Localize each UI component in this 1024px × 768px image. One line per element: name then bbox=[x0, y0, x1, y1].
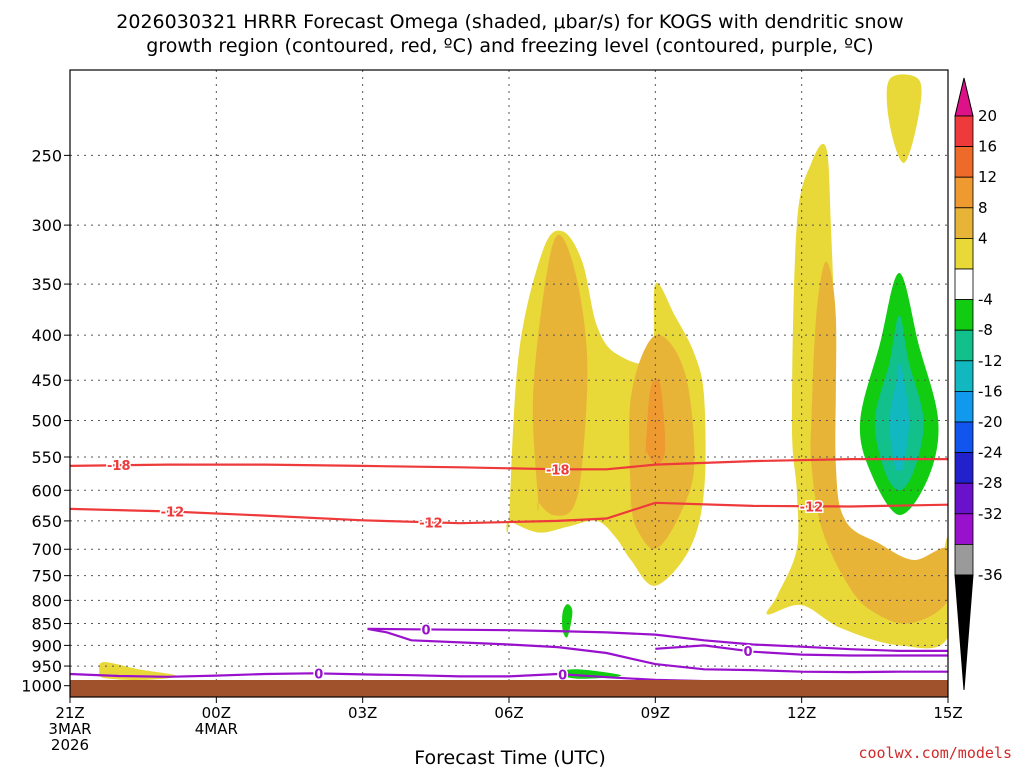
colorbar-tick-label: -12 bbox=[978, 352, 1003, 370]
colorbar-box bbox=[954, 482, 974, 515]
colorbar-tick-label: 8 bbox=[978, 199, 988, 217]
colorbar-box bbox=[954, 329, 974, 362]
x-tick-label: 3MAR bbox=[48, 720, 91, 738]
colorbar-tick-label: -32 bbox=[978, 505, 1003, 523]
y-tick-label: 450 bbox=[31, 371, 62, 390]
omega-region-5 bbox=[766, 143, 948, 649]
y-tick-label: 500 bbox=[31, 412, 62, 431]
y-tick-label: 700 bbox=[31, 540, 62, 559]
colorbar-box bbox=[954, 390, 974, 423]
colorbar-tick-label: 16 bbox=[978, 138, 997, 156]
colorbar-box bbox=[954, 299, 974, 331]
y-tick-label: 600 bbox=[31, 481, 62, 500]
y-tick-label: 1000 bbox=[21, 677, 62, 696]
x-tick-label: 21Z bbox=[55, 704, 84, 722]
colorbar-box bbox=[954, 544, 974, 576]
y-tick-label: 900 bbox=[31, 636, 62, 655]
colorbar-tick-label: -4 bbox=[978, 291, 993, 309]
x-tick-label: 12Z bbox=[787, 704, 816, 722]
ground-terrain bbox=[70, 680, 948, 697]
y-tick-label: 400 bbox=[31, 326, 62, 345]
dgz-contour-label: -12 bbox=[419, 516, 443, 531]
x-tick-label: 15Z bbox=[933, 704, 962, 722]
omega-shading bbox=[98, 74, 948, 680]
colorbar-box bbox=[954, 146, 974, 178]
freezing-contour-label: 0 bbox=[422, 623, 431, 638]
freezing-contour-3 bbox=[655, 644, 948, 657]
y-tick-label: 800 bbox=[31, 591, 62, 610]
colorbar-tick-label: 12 bbox=[978, 168, 997, 186]
dgz-contour-label: -18 bbox=[546, 463, 570, 478]
plot-area: -18 -18-12-12-120 000 bbox=[69, 69, 949, 698]
x-tick-label: 06Z bbox=[494, 704, 523, 722]
credit-text: coolwx.com/models bbox=[858, 744, 1012, 762]
colorbar-box bbox=[954, 452, 974, 484]
dgz-contour-label: -18 bbox=[107, 459, 131, 474]
x-tick-label: 4MAR bbox=[195, 720, 238, 738]
y-tick-label: 300 bbox=[31, 216, 62, 235]
y-tick-label: 250 bbox=[31, 146, 62, 165]
dgz-contour-label: -12 bbox=[161, 506, 185, 521]
colorbar-tick-label: -20 bbox=[978, 413, 1003, 431]
colorbar-box bbox=[954, 115, 974, 148]
colorbar: 20 16 12 8 4 -4 -8 -12 -16 -20 -24 -28 -32 -36 bbox=[954, 77, 1003, 691]
pressure-axis: 250 300 350 400 450 500 550 600 650 700 750 800 850 9… bbox=[21, 146, 70, 696]
colorbar-top-arrow bbox=[954, 77, 974, 117]
colorbar-box bbox=[954, 176, 974, 209]
y-tick-label: 750 bbox=[31, 567, 62, 586]
dgz-contour-label: -12 bbox=[800, 500, 824, 515]
freezing-contour-label: 0 bbox=[314, 667, 323, 682]
temperature-contours: -18 -18-12-12-120 000 bbox=[70, 458, 948, 685]
dgz-contour-0 bbox=[70, 458, 948, 471]
colorbar-box bbox=[954, 513, 974, 545]
x-tick-label: 2026 bbox=[51, 736, 89, 754]
colorbar-bottom-arrow bbox=[954, 574, 974, 691]
colorbar-tick-label: -16 bbox=[978, 382, 1003, 400]
omega-region-2 bbox=[532, 234, 588, 516]
y-tick-label: 550 bbox=[31, 448, 62, 467]
omega-region-11 bbox=[562, 604, 573, 638]
freezing-contour-0 bbox=[70, 672, 705, 683]
colorbar-box bbox=[954, 237, 974, 270]
freezing-contour-1 bbox=[367, 627, 948, 652]
y-tick-label: 350 bbox=[31, 275, 62, 294]
dgz-contour-1 bbox=[70, 501, 948, 525]
omega-region-6 bbox=[810, 261, 948, 624]
colorbar-box bbox=[954, 360, 974, 392]
chart-title-line-1: 2026030321 HRRR Forecast Omega (shaded, … bbox=[116, 11, 903, 33]
x-axis-label: Forecast Time (UTC) bbox=[414, 747, 605, 768]
colorbar-tick-label: -24 bbox=[978, 444, 1003, 462]
y-tick-label: 850 bbox=[31, 615, 62, 634]
colorbar-box bbox=[954, 207, 974, 239]
colorbar-tick-label: 4 bbox=[978, 229, 988, 247]
omega-region-10 bbox=[889, 362, 909, 471]
chart-title-line-2: growth region (contoured, red, ºC) and f… bbox=[146, 35, 873, 57]
colorbar-box bbox=[954, 421, 974, 454]
omega-region-7 bbox=[886, 74, 922, 163]
y-tick-label: 650 bbox=[31, 512, 62, 531]
x-tick-label: 00Z bbox=[202, 704, 231, 722]
colorbar-tick-label: -28 bbox=[978, 474, 1003, 492]
colorbar-tick-label: -8 bbox=[978, 321, 993, 339]
x-tick-label: 09Z bbox=[641, 704, 670, 722]
freezing-contour-2 bbox=[367, 627, 948, 674]
colorbar-tick-label: 20 bbox=[978, 107, 997, 125]
colorbar-tick-label: -36 bbox=[978, 566, 1003, 584]
colorbar-box bbox=[954, 268, 974, 301]
x-tick-label: 03Z bbox=[348, 704, 377, 722]
y-tick-label: 950 bbox=[31, 657, 62, 676]
freezing-contour-label: 0 bbox=[743, 645, 752, 660]
